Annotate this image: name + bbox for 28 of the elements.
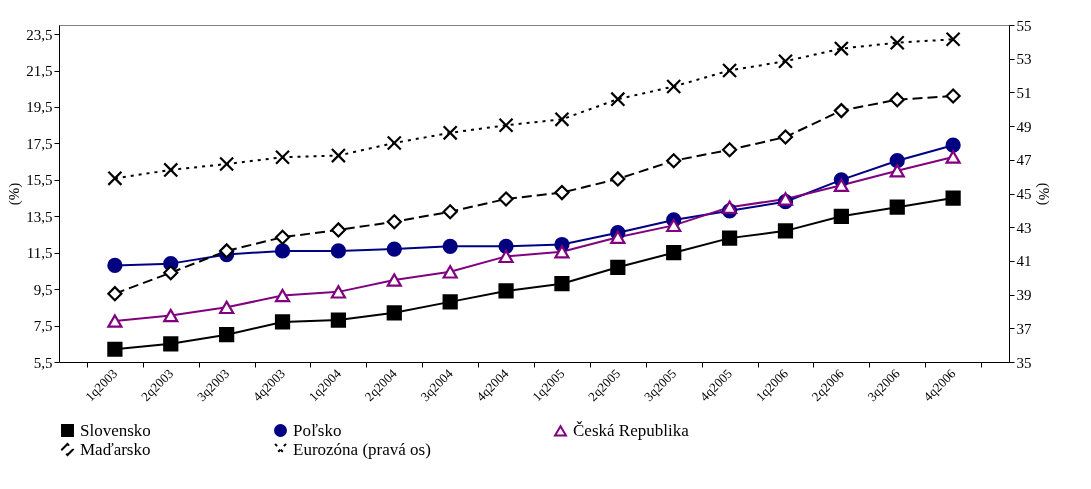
legend-label: Maďarsko — [80, 439, 151, 459]
y-tick-label: 7,5 — [33, 318, 53, 335]
y-tick-label: 21,5 — [26, 63, 53, 80]
legend-label: Česká Republika — [573, 420, 690, 440]
y2-tick-label: 37 — [1016, 320, 1032, 337]
y-tick-label: 11,5 — [26, 245, 53, 262]
y-tick-label: 19,5 — [26, 99, 53, 116]
y2-tick-label: 55 — [1016, 17, 1032, 34]
y2-axis-title: (%) — [1034, 182, 1052, 206]
y2-tick-label: 39 — [1016, 287, 1032, 304]
y2-tick-label: 47 — [1016, 152, 1032, 169]
y2-tick-label: 41 — [1016, 253, 1032, 270]
y-tick-label: 13,5 — [26, 208, 53, 225]
legend-label: Poľsko — [293, 420, 342, 440]
legend-label: Slovensko — [80, 420, 151, 440]
y-tick-label: 17,5 — [26, 135, 53, 152]
y-tick-label: 5,5 — [33, 354, 53, 371]
y2-tick-label: 53 — [1016, 51, 1032, 68]
legend-label: Eurozóna (pravá os) — [293, 439, 431, 459]
y-tick-label: 23,5 — [26, 26, 53, 43]
y2-tick-label: 35 — [1016, 354, 1032, 371]
y2-tick-label: 51 — [1016, 84, 1032, 101]
y-axis-title: (%) — [6, 182, 24, 206]
y2-tick-label: 45 — [1016, 186, 1032, 202]
y2-tick-label: 43 — [1016, 219, 1032, 236]
y-tick-label: 9,5 — [33, 281, 53, 298]
y2-tick-label: 49 — [1016, 118, 1032, 135]
y-tick-label: 15,5 — [26, 172, 53, 189]
